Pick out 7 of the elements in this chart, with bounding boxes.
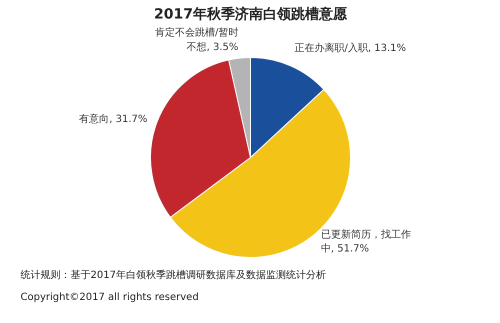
slice-label: 有意向, 31.7% [79, 112, 148, 125]
text: 统计规则：基于2017年白领秋季跳槽调研数据库及数据监测统计分析 [20, 269, 326, 281]
slice-label: 肯定不会跳槽/暂时不想, 3.5% [155, 26, 238, 53]
chart-title: 2017年秋季济南白领跳槽意愿 [154, 6, 348, 22]
slice-label: 正在办离职/入职, 13.1% [294, 42, 406, 54]
slice-label: 已更新简历，找工作中, 51.7% [320, 228, 411, 255]
text: Copyright©2017 all rights reserved [20, 292, 199, 303]
